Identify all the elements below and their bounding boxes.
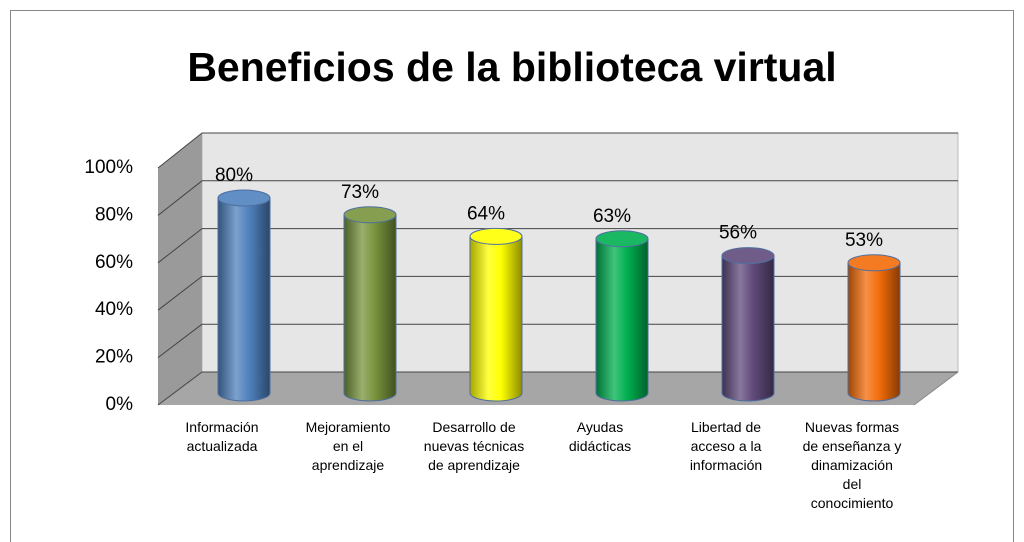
side-grid-line	[157, 276, 203, 311]
bar	[848, 262, 900, 393]
x-tick-label: Ayudas didácticas	[568, 419, 632, 454]
bar	[344, 214, 396, 393]
bar-top	[217, 189, 271, 207]
data-label: 63%	[593, 206, 631, 227]
side-grid-line	[157, 323, 203, 358]
y-tick-label: 40%	[95, 299, 133, 320]
side-grid-line	[157, 180, 203, 216]
x-tick-label: Nuevas formas de enseñanza y dinamizació…	[802, 419, 902, 511]
data-label: 53%	[845, 230, 883, 251]
bar-top	[595, 230, 649, 248]
y-tick-label: 0%	[106, 394, 134, 415]
bar	[218, 198, 270, 393]
floor-edge	[913, 371, 959, 406]
back-wall	[201, 132, 959, 373]
data-label: 64%	[467, 203, 505, 224]
data-label: 56%	[719, 223, 757, 244]
y-tick-label: 60%	[95, 252, 133, 273]
x-tick-label: Mejoramiento en el aprendizaje	[305, 419, 391, 473]
bar	[470, 236, 522, 393]
side-grid-line	[157, 371, 203, 406]
side-grid-line	[157, 132, 203, 169]
bar-top	[469, 227, 523, 245]
side-wall	[158, 133, 202, 405]
y-tick-label: 100%	[84, 157, 133, 178]
bar-top	[721, 247, 775, 265]
bar-top	[847, 254, 901, 272]
bar	[722, 255, 774, 393]
chart-title: Beneficios de la biblioteca virtual	[187, 44, 836, 90]
bar-top	[343, 206, 397, 224]
data-label: 80%	[215, 165, 253, 186]
x-tick-label: Información actualizada	[185, 419, 259, 454]
y-tick-label: 20%	[95, 347, 133, 368]
side-grid-line	[157, 228, 203, 264]
data-label: 73%	[341, 182, 379, 203]
x-tick-label: Libertad de acceso a la información	[689, 419, 763, 473]
y-tick-label: 80%	[95, 204, 133, 225]
bar	[596, 238, 648, 393]
floor	[158, 372, 958, 405]
x-tick-label: Desarrollo de nuevas técnicas de aprendi…	[423, 419, 525, 473]
